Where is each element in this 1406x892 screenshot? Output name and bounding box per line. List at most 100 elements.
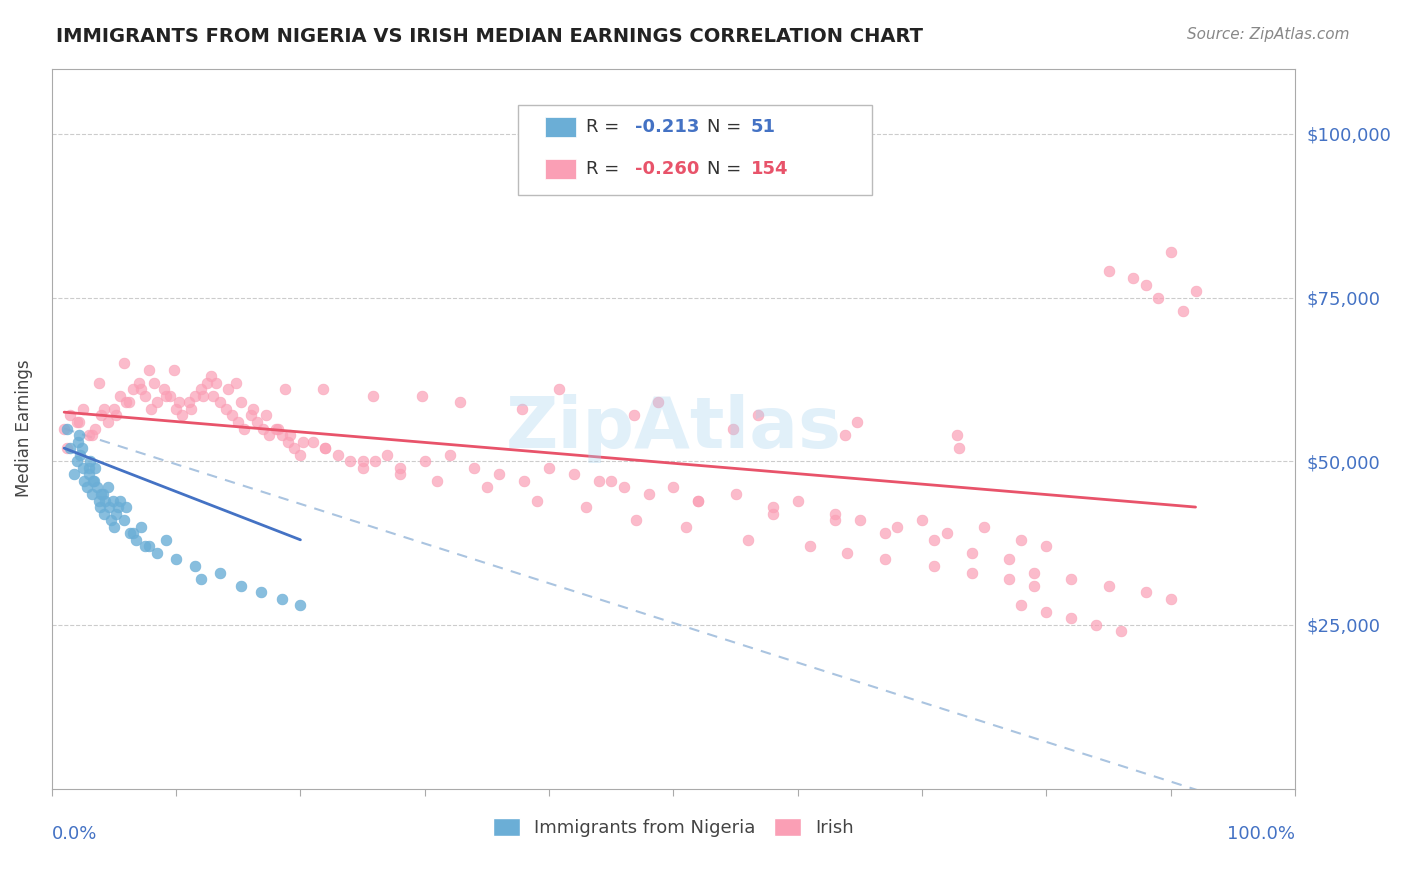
Point [388,467,411,482]
Point [1171,303,1194,318]
Point [274,382,297,396]
Point [1011,533,1033,547]
Point [183,389,205,403]
Text: 0.0%: 0.0% [52,825,97,843]
Point [115,500,138,514]
Point [67,415,90,429]
Text: R =: R = [586,160,626,178]
Point [834,428,856,442]
Point [946,428,969,442]
Point [65,454,87,468]
Point [103,519,125,533]
Point [675,519,697,533]
Point [575,500,598,514]
Point [624,513,647,527]
Point [562,467,585,482]
Point [55,441,77,455]
Point [107,500,129,514]
Point [1060,611,1083,625]
Point [538,460,561,475]
FancyBboxPatch shape [517,104,872,194]
Point [108,493,131,508]
Point [267,421,290,435]
Point [183,559,205,574]
Point [190,382,212,396]
Point [138,539,160,553]
Point [1011,599,1033,613]
Point [724,487,747,501]
Point [73,474,96,488]
Point [112,513,135,527]
Point [924,559,946,574]
Point [105,409,128,423]
Text: Source: ZipAtlas.com: Source: ZipAtlas.com [1187,27,1350,42]
Point [221,409,243,423]
Point [226,415,249,429]
Point [229,395,252,409]
Point [270,591,292,606]
Point [97,480,120,494]
Point [413,454,436,468]
Point [1022,566,1045,580]
Point [59,441,82,455]
Point [314,441,336,455]
Point [737,533,759,547]
Point [352,454,374,468]
Point [53,421,76,435]
Point [208,566,231,580]
Point [70,441,93,455]
Point [162,362,184,376]
Point [662,480,685,494]
Point [129,382,152,396]
Point [165,401,187,416]
Point [588,474,610,488]
Point [97,500,120,514]
Point [637,487,659,501]
FancyBboxPatch shape [546,159,576,178]
Point [91,487,114,501]
Point [249,585,271,599]
Point [72,401,94,416]
Point [167,395,190,409]
Point [1035,539,1057,553]
Text: -0.260: -0.260 [636,160,699,178]
Point [312,382,335,396]
Point [361,389,384,403]
Text: 100.0%: 100.0% [1227,825,1295,843]
Point [264,421,287,435]
Point [837,546,859,560]
Point [513,474,536,488]
Point [67,428,90,442]
Point [94,493,117,508]
Point [215,401,238,416]
Point [93,401,115,416]
Point [600,474,623,488]
Point [254,409,277,423]
Point [948,441,970,455]
Point [326,448,349,462]
Point [960,546,983,560]
Point [77,428,100,442]
Point [1147,291,1170,305]
Point [488,467,510,482]
Point [613,480,636,494]
Point [87,376,110,390]
Point [1097,579,1119,593]
Point [411,389,433,403]
Point [128,376,150,390]
Point [824,507,846,521]
Point [84,421,107,435]
Point [1097,264,1119,278]
Text: N =: N = [707,160,747,178]
Point [339,454,361,468]
Point [1109,624,1132,639]
Point [229,579,252,593]
Point [79,454,101,468]
Point [177,395,200,409]
Point [270,428,292,442]
Point [155,533,177,547]
Point [721,421,744,435]
Point [377,448,399,462]
Point [152,382,174,396]
Point [1135,585,1157,599]
